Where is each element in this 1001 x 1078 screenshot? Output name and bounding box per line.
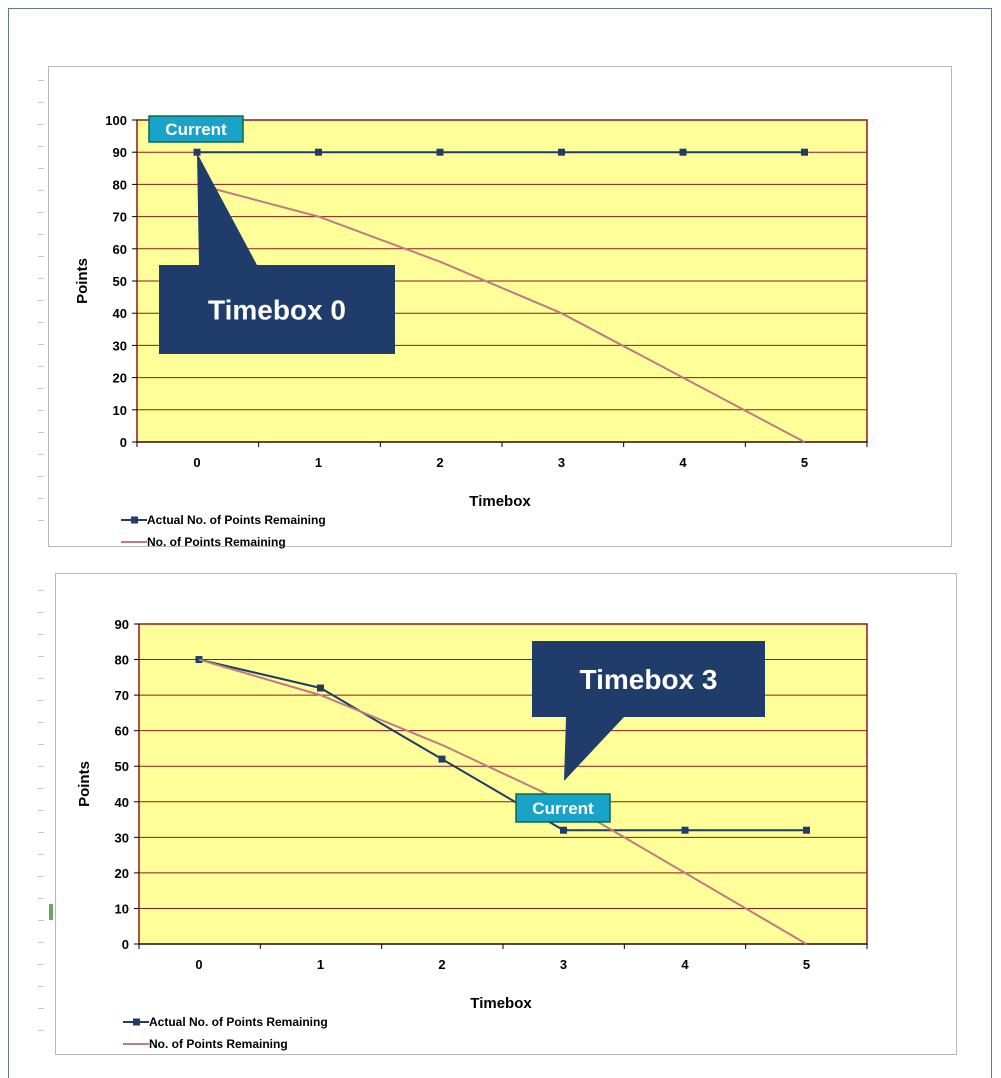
y-tick-label: 10 <box>115 901 129 916</box>
data-point <box>317 684 324 692</box>
x-tick-label: 5 <box>803 957 810 972</box>
data-point <box>801 148 808 156</box>
callout-label: Timebox 3 <box>580 664 718 695</box>
y-tick-label: 50 <box>115 759 129 774</box>
data-point <box>560 826 567 834</box>
y-tick-label: 80 <box>115 653 129 668</box>
chart-svg-timebox-3: 0 10 20 30 40 50 60 70 80 90 0 1 2 3 4 5 Points Timebox Ac… <box>76 617 868 1051</box>
x-tick-label: 1 <box>317 957 324 972</box>
current-label-box <box>515 793 611 823</box>
y-tick-label: 10 <box>113 403 127 418</box>
callout-pointer <box>564 717 624 781</box>
left-edge-ticks-lower <box>38 590 46 1050</box>
x-tick-label: 2 <box>438 957 445 972</box>
x-tick-label: 3 <box>560 957 567 972</box>
cell-marker <box>49 904 53 920</box>
legend-label: No. of Points Remaining <box>149 1037 288 1051</box>
data-point <box>436 148 444 156</box>
data-point <box>681 826 689 834</box>
x-tick-label: 0 <box>193 455 200 470</box>
x-tick-label: 0 <box>195 957 202 972</box>
callout-box <box>159 265 395 354</box>
legend-label: No. of Points Remaining <box>147 535 286 549</box>
y-tick-label: 90 <box>113 145 127 160</box>
y-tick-label: 20 <box>115 866 129 881</box>
chart-svg-timebox-0: 0 10 20 30 40 50 60 70 80 90 100 0 1 2 3 4 5 Points Timebo… <box>74 113 868 549</box>
x-axis-title: Timebox <box>469 493 531 510</box>
y-tick-label: 30 <box>113 338 127 353</box>
y-axis-title: Points <box>74 258 91 304</box>
y-tick-label: 0 <box>120 435 127 450</box>
current-label: Current <box>532 799 594 818</box>
callout-box <box>532 641 765 717</box>
y-tick-label: 80 <box>113 177 127 192</box>
data-point <box>438 755 446 763</box>
y-tick-label: 60 <box>115 724 129 739</box>
callout-pointer <box>197 153 257 265</box>
data-point <box>558 148 565 156</box>
legend-label: Actual No. of Points Remaining <box>147 513 326 527</box>
series-line <box>198 658 808 945</box>
y-tick-label: 70 <box>115 688 129 703</box>
page-frame <box>8 8 992 1078</box>
y-tick-label: 70 <box>113 210 127 225</box>
data-point <box>193 148 201 156</box>
y-tick-label: 30 <box>115 830 129 845</box>
chart-panel-timebox-3: 0 10 20 30 40 50 60 70 80 90 0 1 2 3 4 5 Points Timebox Ac… <box>55 573 957 1055</box>
x-tick-label: 1 <box>315 455 322 470</box>
x-tick-label: 3 <box>558 455 565 470</box>
y-tick-label: 90 <box>115 617 129 632</box>
y-axis-title: Points <box>76 761 93 807</box>
legend-label: Actual No. of Points Remaining <box>149 1015 328 1029</box>
series-line <box>198 658 807 832</box>
legend-marker <box>131 516 138 524</box>
y-tick-label: 40 <box>113 306 127 321</box>
x-tick-label: 4 <box>679 455 687 470</box>
current-label-box <box>148 115 244 143</box>
y-tick-label: 40 <box>115 795 129 810</box>
series-line <box>196 183 805 443</box>
data-point <box>195 656 203 664</box>
chart-panel-timebox-0: 0 10 20 30 40 50 60 70 80 90 100 0 1 2 3 4 5 Points Timebo… <box>48 66 952 549</box>
callout-label: Timebox 0 <box>208 295 346 326</box>
y-tick-label: 60 <box>113 242 127 257</box>
left-edge-ticks <box>38 80 46 540</box>
y-tick-label: 0 <box>122 937 129 952</box>
current-label: Current <box>165 120 227 139</box>
x-tick-label: 5 <box>801 455 808 470</box>
x-tick-label: 2 <box>436 455 443 470</box>
y-tick-label: 20 <box>113 371 127 386</box>
y-tick-label: 50 <box>113 274 127 289</box>
data-point <box>803 826 810 834</box>
x-tick-label: 4 <box>681 957 689 972</box>
y-tick-label: 100 <box>105 113 127 128</box>
data-point <box>679 148 687 156</box>
legend-marker <box>133 1018 140 1026</box>
data-point <box>315 148 322 156</box>
x-axis-title: Timebox <box>470 995 532 1012</box>
